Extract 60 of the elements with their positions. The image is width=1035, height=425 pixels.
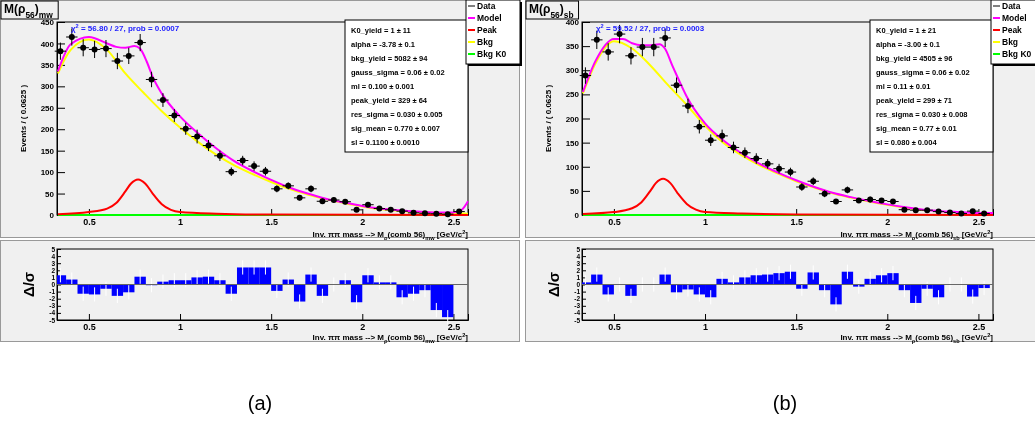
- x-tick-label: 2: [360, 322, 366, 333]
- x-tick-label: 2.5: [447, 322, 461, 333]
- y-tick-label: 350: [40, 60, 55, 70]
- x-tick-label: 2: [885, 322, 891, 333]
- x-tick-label: 2.5: [972, 217, 986, 228]
- y-tick-label: 150: [565, 138, 580, 148]
- y-axis-title: Events / ( 0.0625 ): [19, 84, 28, 153]
- legend-label: Model: [1002, 13, 1027, 23]
- y-tick-label: 50: [570, 186, 580, 196]
- x-axis-title: Inv. ππ mass --> M$_{ρ}$(comb 56)$_{sb}$ [GeV/c$^{2}$]: [840, 332, 994, 344]
- chart-title: M(ρ$_{56}$)$_{mw}$: [4, 2, 54, 20]
- y-tick-label: 300: [40, 82, 55, 92]
- x-tick-label: 1.5: [265, 322, 278, 333]
- y-tick-label: 450: [40, 18, 55, 28]
- chart-title: M(ρ$_{56}$)$_{sb}$: [529, 2, 574, 20]
- x-axis-title: Inv. ππ mass --> M$_{ρ}$(comb 56)$_{mw}$ [GeV/c$^{2}$]: [312, 332, 469, 344]
- y-tick-label: 300: [565, 66, 580, 76]
- legend-label: Peak: [477, 25, 498, 35]
- legend-label: Model: [477, 13, 502, 23]
- x-tick-label: 1: [703, 322, 709, 333]
- x-tick-label: 2: [885, 217, 891, 228]
- y-tick-label: 200: [40, 125, 55, 135]
- y-tick-label: 50: [45, 189, 55, 199]
- legend-label: Data: [477, 1, 496, 11]
- x-tick-label: 2.5: [447, 217, 461, 228]
- x-tick-label: 1.5: [790, 217, 803, 228]
- y-axis-title: Δ/σ: [545, 271, 562, 298]
- x-tick-label: 1: [703, 217, 709, 228]
- x-tick-label: 1: [178, 322, 184, 333]
- y-tick-label: 250: [565, 90, 580, 100]
- legend-label: Bkg: [1002, 37, 1019, 47]
- text: (a): [247, 392, 273, 414]
- x-tick-label: 2: [360, 217, 366, 228]
- x-tick-label: 2.5: [972, 322, 986, 333]
- y-tick-label: 200: [565, 114, 580, 124]
- x-tick-label: 0.5: [83, 217, 96, 228]
- y-tick-label: 250: [40, 103, 55, 113]
- text: (b): [772, 392, 798, 414]
- y-tick-label: 400: [565, 18, 580, 28]
- y-tick-label: 350: [565, 42, 580, 52]
- x-tick-label: 0.5: [608, 217, 621, 228]
- y-tick-label: 400: [40, 39, 55, 49]
- y-tick-label: 100: [565, 162, 580, 172]
- y-axis-title: Events / ( 0.0625 ): [544, 84, 553, 153]
- y-tick-label: 0: [574, 211, 580, 221]
- legend-label: Bkg K0: [477, 49, 507, 59]
- legend-label: Bkg K0: [1002, 49, 1032, 59]
- x-tick-label: 1.5: [790, 322, 803, 333]
- annotation: χ$^{2}$ = 56.80 / 27, prob = 0.0007: [71, 23, 180, 33]
- x-tick-label: 1.5: [265, 217, 278, 228]
- legend-label: Peak: [1002, 25, 1023, 35]
- y-tick-label: 150: [40, 146, 55, 156]
- y-tick-label: 0: [49, 211, 55, 221]
- x-tick-label: 0.5: [83, 322, 96, 333]
- x-tick-label: 1: [178, 217, 184, 228]
- y-tick-label: 100: [40, 168, 55, 178]
- x-tick-label: 0.5: [608, 322, 621, 333]
- legend-label: Bkg: [477, 37, 494, 47]
- y-axis-title: Δ/σ: [20, 271, 37, 298]
- legend-label: Data: [1002, 1, 1021, 11]
